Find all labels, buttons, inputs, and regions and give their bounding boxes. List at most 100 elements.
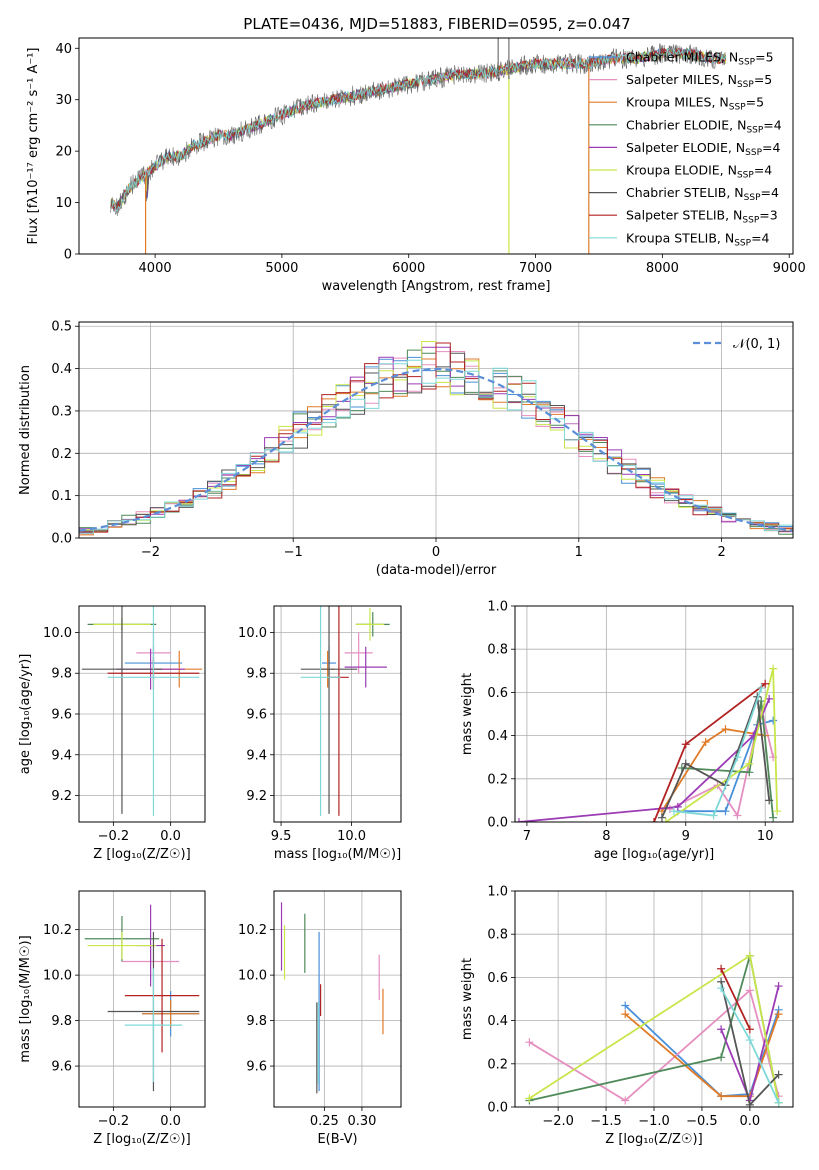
figure-title: PLATE=0436, MJD=51883, FIBERID=0595, z=0… <box>243 15 630 33</box>
mass_vs_Z-plot-area <box>84 904 200 1092</box>
weight_vs_Z-xlabel: Z [log₁₀(Z/Z☉)] <box>605 1132 702 1147</box>
age_vs_mass-frame <box>273 605 402 823</box>
weight_vs_Z-frame <box>514 890 794 1108</box>
weight-line <box>673 687 763 817</box>
weight-marker <box>765 694 774 703</box>
residuals-ytick-label: 0.3 <box>51 404 72 419</box>
weight-marker <box>769 813 778 822</box>
mass_vs_ebv-ytick-label: 10.2 <box>238 923 267 938</box>
residuals-ylabel: Normed distribution <box>18 365 33 495</box>
weight_vs_age-ytick-label: 1.0 <box>487 600 508 615</box>
weight_vs_age-plot-area <box>515 664 782 822</box>
residuals-ytick-label: 0.0 <box>51 532 72 547</box>
age_vs_mass-ytick-label: 9.4 <box>246 748 267 763</box>
weight-marker <box>621 1010 630 1019</box>
weight_vs_Z-ytick-label: 0.8 <box>487 928 508 943</box>
mass_vs_Z-ylabel: mass [log₁₀(M/M☉)] <box>18 935 33 1062</box>
weight-marker <box>621 1001 630 1010</box>
weight_vs_age-xtick-label: 9 <box>682 829 690 844</box>
weight-marker <box>745 986 754 995</box>
spectrum-xlabel: wavelength [Angstrom, rest frame] <box>322 279 551 294</box>
weight-marker <box>757 684 766 693</box>
residuals-ytick-label: 0.5 <box>51 320 72 335</box>
age_vs_mass-ytick-label: 9.6 <box>246 708 267 723</box>
age_vs_Z-ytick-label: 9.2 <box>51 789 72 804</box>
weight_vs_Z-xtick-label: 0.0 <box>740 1114 761 1129</box>
weight_vs_Z-xtick-label: −0.5 <box>686 1114 718 1129</box>
weight_vs_Z-xtick-label: −2.0 <box>542 1114 574 1129</box>
weight_vs_Z-ytick-label: 0.0 <box>487 1101 508 1116</box>
weight-line <box>665 668 778 822</box>
age_vs_Z-ytick-label: 9.8 <box>51 667 72 682</box>
age_vs_mass-ytick-label: 9.2 <box>246 789 267 804</box>
weight_vs_age-ytick-label: 0.2 <box>487 772 508 787</box>
weight-line <box>518 698 771 822</box>
spectrum-series-line <box>110 43 726 217</box>
residuals-xlabel: (data-model)/error <box>376 563 497 578</box>
spectrum-xtick-label: 7000 <box>519 261 552 276</box>
mass_vs_Z-ytick-label: 9.8 <box>51 1014 72 1029</box>
spectrum-ytick-label: 10 <box>55 196 72 211</box>
mass_vs_ebv-xtick-label: 0.30 <box>347 1114 376 1129</box>
spectrum-xtick-label: 8000 <box>646 261 679 276</box>
weight-marker <box>669 807 678 816</box>
weight_vs_Z-ylabel: mass weight <box>460 958 475 1040</box>
weight-marker <box>774 1098 783 1107</box>
mass_vs_ebv-xlabel: E(B-V) <box>317 1132 357 1147</box>
age_vs_Z-xlabel: Z [log₁₀(Z/Z☉)] <box>93 847 190 862</box>
spectrum-ytick-label: 0 <box>64 248 72 263</box>
mass_vs_ebv-ytick-label: 9.6 <box>246 1060 267 1075</box>
weight_vs_age-ytick-label: 0.4 <box>487 729 508 744</box>
weight-marker <box>769 716 778 725</box>
weight-line <box>720 968 751 1030</box>
weight_vs_age-ylabel: mass weight <box>460 673 475 755</box>
weight-marker <box>733 811 742 820</box>
weight-marker <box>621 1096 630 1105</box>
spectrum-xtick-label: 5000 <box>265 261 298 276</box>
weight-marker <box>773 807 782 816</box>
weight-marker <box>774 1070 783 1079</box>
weight-marker <box>745 768 754 777</box>
spectrum-ytick-label: 40 <box>55 42 72 57</box>
mass_vs_ebv-plot-area <box>280 902 384 1094</box>
weight-marker <box>721 725 730 734</box>
weight-marker <box>650 818 658 822</box>
weight-line <box>624 1013 780 1098</box>
residuals-plot-area <box>79 341 793 536</box>
residuals-xtick-label: 0 <box>432 545 440 560</box>
spectrum-ytick-label: 20 <box>55 145 72 160</box>
legend-label: Salpeter STELIB, NSSP=3 <box>626 208 778 226</box>
age_vs_mass-xlabel: mass [log₁₀(M/M☉)] <box>274 847 401 862</box>
weight-marker <box>717 1053 726 1062</box>
weight-marker <box>761 679 770 688</box>
weight-marker <box>681 740 690 749</box>
residuals-ytick-label: 0.1 <box>51 489 72 504</box>
weight-marker <box>717 1092 726 1101</box>
legend-label: Chabrier ELODIE, NSSP=4 <box>626 117 782 135</box>
residuals-xtick-label: −1 <box>284 545 303 560</box>
weight-marker <box>769 664 778 673</box>
weight-marker <box>745 1036 754 1045</box>
mass_vs_ebv-ytick-label: 9.8 <box>246 1014 267 1029</box>
age_vs_Z-ylabel: age [log₁₀(age/yr)] <box>18 654 33 775</box>
weight-marker <box>515 818 523 822</box>
weight-marker <box>774 1010 783 1019</box>
age_vs_mass-xtick-label: 10.0 <box>337 829 366 844</box>
weight-marker <box>525 1094 534 1103</box>
weight-marker <box>673 802 682 811</box>
age_vs_Z-xtick-label: −0.2 <box>98 829 130 844</box>
spectrum-plot-area <box>110 38 727 254</box>
residuals-frame <box>78 321 794 539</box>
weight_vs_age-xlabel: age [log₁₀(age/yr)] <box>594 847 715 862</box>
residuals-ytick-label: 0.4 <box>51 362 72 377</box>
legend-label: Kroupa MILES, NSSP=5 <box>626 95 764 113</box>
age_vs_Z-ytick-label: 10.0 <box>43 626 72 641</box>
legend-label: Kroupa ELODIE, NSSP=4 <box>626 163 772 181</box>
spectrum-frame <box>78 37 794 255</box>
mass_vs_Z-xtick-label: −0.2 <box>98 1114 130 1129</box>
age_vs_Z-plot-area <box>81 606 203 816</box>
age_vs_Z-xtick-label: 0.0 <box>160 829 181 844</box>
spectrum-ytick-label: 30 <box>55 93 72 108</box>
age_vs_mass-xtick-label: 9.5 <box>271 829 292 844</box>
